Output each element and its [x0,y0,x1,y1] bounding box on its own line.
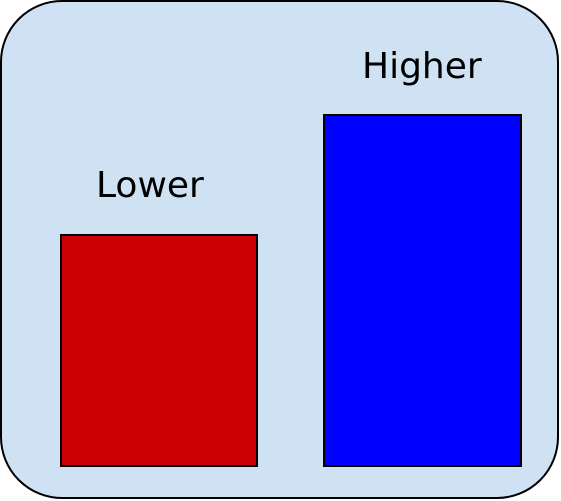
higher-bar [323,114,522,467]
lower-bar [60,234,258,467]
higher-label: Higher [362,46,482,87]
lower-label: Lower [96,165,204,206]
